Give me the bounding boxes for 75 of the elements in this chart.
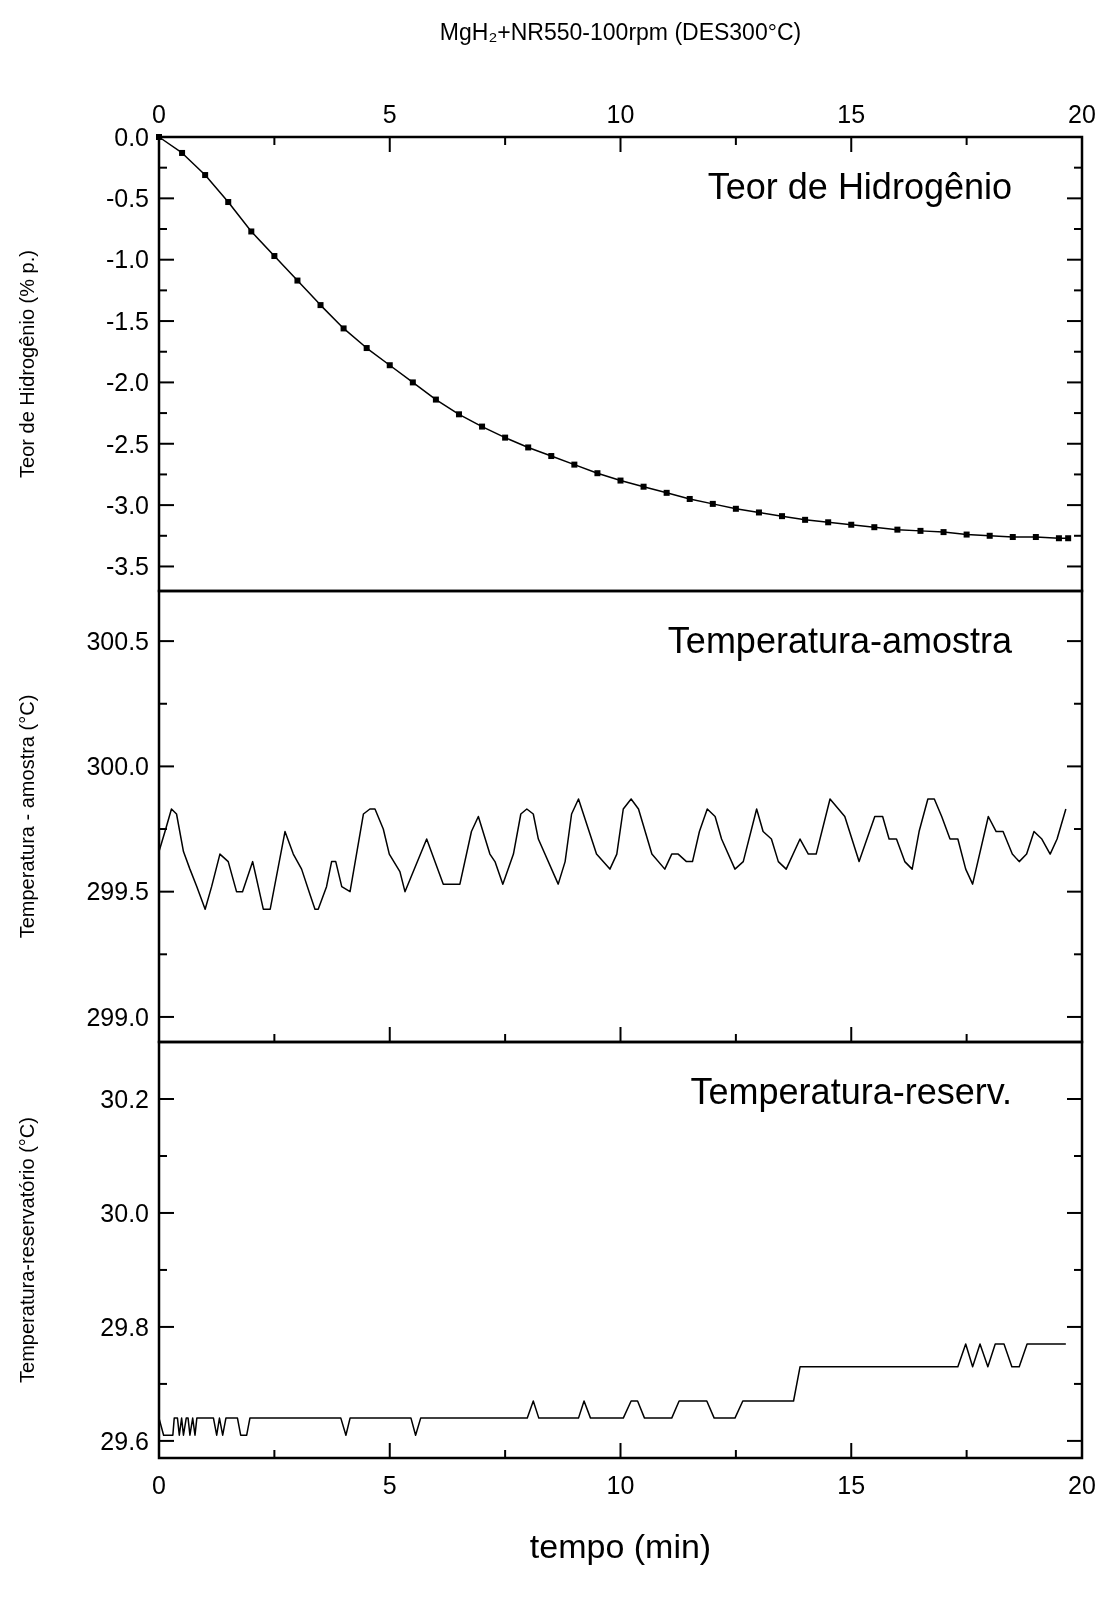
point xyxy=(663,489,670,496)
annotation: Temperatura-reserv. xyxy=(690,1071,1012,1112)
x-tick-label: 5 xyxy=(382,1471,397,1499)
point xyxy=(779,513,786,520)
point xyxy=(294,277,301,284)
point xyxy=(248,228,255,235)
y-tick-label: 299.0 xyxy=(86,1002,149,1031)
point xyxy=(1055,535,1062,542)
y-tick-label: 30.0 xyxy=(100,1198,149,1227)
point xyxy=(940,529,947,536)
point xyxy=(825,519,832,526)
point xyxy=(386,362,393,369)
x2-tick-label: 15 xyxy=(837,100,866,128)
x2-tick-label: 20 xyxy=(1068,100,1096,128)
x-axis-title: tempo (min) xyxy=(529,1527,712,1565)
point xyxy=(894,526,901,533)
chart-title: MgH₂+NR550-100rpm (DES300°C) xyxy=(439,19,802,45)
point xyxy=(225,199,232,206)
point xyxy=(271,253,278,260)
y-tick-label: -2.0 xyxy=(105,368,149,397)
point xyxy=(732,505,739,512)
point xyxy=(871,524,878,531)
x-tick-label: 20 xyxy=(1068,1471,1096,1499)
point xyxy=(686,495,693,502)
point xyxy=(179,149,186,156)
y-tick-label: 0.0 xyxy=(114,122,149,151)
y-tick-label: -0.5 xyxy=(105,184,149,213)
point xyxy=(317,302,324,309)
point xyxy=(802,516,809,523)
x-tick-label: 15 xyxy=(837,1471,866,1499)
point xyxy=(594,470,601,477)
point xyxy=(986,532,993,539)
point xyxy=(525,444,532,451)
point xyxy=(502,434,509,441)
point xyxy=(755,509,762,516)
x-tick-label: 0 xyxy=(152,1471,166,1499)
point xyxy=(848,521,855,528)
y-tick-label: -3.0 xyxy=(105,490,149,519)
y-tick-label: -3.5 xyxy=(105,552,149,581)
annotation: Teor de Hidrogênio xyxy=(707,166,1012,207)
x-tick-label: 10 xyxy=(606,1471,635,1499)
x2-tick-label: 10 xyxy=(606,100,635,128)
point xyxy=(963,531,970,538)
point xyxy=(1032,534,1039,541)
y-tick-label: 29.8 xyxy=(100,1312,149,1341)
point xyxy=(156,134,162,140)
point xyxy=(548,453,555,460)
x2-tick-label: 5 xyxy=(382,100,397,128)
point xyxy=(709,500,716,507)
point xyxy=(432,396,439,403)
point xyxy=(455,411,462,418)
point xyxy=(479,423,486,430)
y-tick-label: 300.0 xyxy=(86,752,149,781)
point xyxy=(202,172,209,179)
point xyxy=(640,483,647,490)
point xyxy=(617,477,624,484)
y-axis-title: Temperatura - amostra (°C) xyxy=(16,694,38,939)
point xyxy=(1009,534,1016,541)
annotation: Temperatura-amostra xyxy=(667,620,1013,661)
y-tick-label: 299.5 xyxy=(86,877,149,906)
point xyxy=(1065,535,1072,542)
point xyxy=(917,527,924,534)
y-tick-label: -1.5 xyxy=(105,306,149,335)
y-axis-title: Teor de Hidrogênio (% p.) xyxy=(16,250,38,478)
point xyxy=(409,379,416,386)
point xyxy=(340,325,347,332)
y-axis-title: Temperatura-reservatório (°C) xyxy=(16,1117,38,1383)
y-tick-label: -1.0 xyxy=(105,245,149,274)
point xyxy=(571,461,578,468)
y-tick-label: -2.5 xyxy=(105,429,149,458)
point xyxy=(363,345,370,352)
y-tick-label: 30.2 xyxy=(100,1084,149,1113)
y-tick-label: 300.5 xyxy=(86,626,149,655)
y-tick-label: 29.6 xyxy=(100,1426,149,1455)
x2-tick-label: 0 xyxy=(152,100,166,128)
